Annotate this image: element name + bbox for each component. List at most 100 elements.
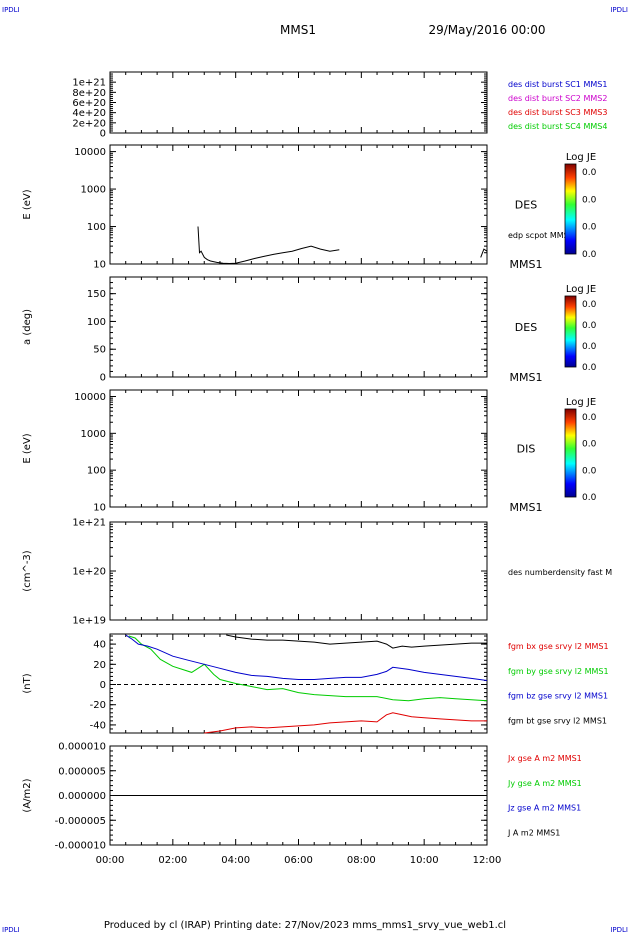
panel-1-colorbar-tick: 0.0 — [582, 195, 597, 205]
panel-0-y-tick-label: 2e+20 — [72, 118, 106, 129]
x-axis-tick-label: 06:00 — [284, 855, 313, 866]
panel-3-y-tick-label: 1000 — [81, 429, 106, 440]
panel-0-y-tick-label: 1e+21 — [72, 78, 106, 89]
panel-6-y-axis-label: (A/m2) — [22, 778, 33, 812]
panel-5-series-3-line — [226, 634, 487, 649]
panel-4-legend-entry: des numberdensity fast M — [508, 568, 612, 577]
panel-3-y-tick-label: 100 — [87, 466, 106, 477]
panel-2-y-tick-label: 100 — [87, 317, 106, 328]
panel-1-spacecraft-label: MMS1 — [510, 258, 543, 271]
panel-3-colorbar-tick: 0.0 — [582, 440, 597, 450]
panel-5-y-tick-label: 20 — [93, 660, 106, 671]
panel-6-y-tick-label: 0.000000 — [58, 791, 106, 802]
panel-5-legend-entry: fgm by gse srvy l2 MMS1 — [508, 667, 609, 676]
panel-2-side-label: DES — [515, 321, 537, 334]
panel-6-legend-entry: Jx gse A m2 MMS1 — [507, 754, 582, 763]
panel-5-series-2-line — [125, 634, 488, 681]
panel-1-y-tick-label: 10 — [93, 260, 106, 271]
panel-1-legend-entry: edp scpot MMS1 — [508, 231, 574, 240]
panel-1-colorbar-tick: 0.0 — [582, 168, 597, 178]
panel-1-frame — [109, 144, 488, 265]
panel-5-series-0-line — [204, 712, 487, 734]
panel-1-colorbar-title: Log JE — [566, 152, 596, 163]
x-axis-tick-label: 04:00 — [221, 855, 250, 866]
panel-3-colorbar-tick: 0.0 — [582, 466, 597, 476]
panel-6-y-tick-label: -0.000005 — [55, 816, 106, 827]
panel-3-colorbar-title: Log JE — [566, 397, 596, 408]
panel-1-colorbar-tick: 0.0 — [582, 250, 597, 260]
panel-2-frame — [109, 276, 488, 378]
panel-2-spacecraft-label: MMS1 — [510, 371, 543, 384]
x-axis-tick-label: 08:00 — [347, 855, 376, 866]
panel-2-y-tick-label: 150 — [87, 289, 106, 300]
panel-6-y-tick-label: 0.000010 — [58, 742, 106, 753]
x-axis-tick-label: 12:00 — [473, 855, 502, 866]
panel-0-legend-entry: des dist burst SC2 MMS2 — [508, 94, 607, 103]
panel-3-colorbar-tick: 0.0 — [582, 413, 597, 423]
footer-text: Produced by cl (IRAP) Printing date: 27/… — [104, 920, 506, 931]
panel-3-colorbar-tick: 0.0 — [582, 493, 597, 503]
panel-3-y-tick-label: 10000 — [74, 392, 106, 403]
panel-1-y-tick-label: 100 — [87, 222, 106, 233]
panel-0-y-tick-label: 0 — [100, 129, 106, 140]
panel-2-colorbar-tick: 0.0 — [582, 363, 597, 373]
panel-1-y-tick-label: 1000 — [81, 185, 106, 196]
header-date: 29/May/2016 00:00 — [428, 23, 545, 37]
panel-5-y-tick-label: 0 — [100, 680, 106, 691]
corner-label-bottom-right: IPDLI — [610, 926, 628, 934]
panel-2-y-tick-label: 50 — [93, 345, 106, 356]
panel-6-legend-entry: J A m2 MMS1 — [507, 828, 560, 837]
panel-2-colorbar — [564, 295, 577, 368]
panel-4-y-tick-label: 1e+20 — [72, 567, 106, 578]
panel-3-y-axis-label: E (eV) — [22, 433, 33, 463]
panel-3-frame — [109, 389, 488, 508]
panel-4-y-tick-label: 1e+21 — [72, 518, 106, 529]
panel-5-y-tick-label: 40 — [93, 640, 106, 651]
corner-label-top-left: IPDLI — [2, 6, 20, 14]
panel-1-colorbar — [564, 163, 577, 255]
panel-2-colorbar-tick: 0.0 — [582, 300, 597, 310]
panel-6-legend-entry: Jz gse A m2 MMS1 — [507, 804, 581, 813]
corner-label-top-right: IPDLI — [610, 6, 628, 14]
panel-4-y-axis-label: (cm^-3) — [22, 550, 33, 591]
panel-3-spacecraft-label: MMS1 — [510, 501, 543, 514]
header-spacecraft: MMS1 — [280, 23, 316, 37]
panel-3-y-tick-label: 10 — [93, 503, 106, 514]
panel-1-side-label: DES — [515, 199, 537, 212]
panel-0-legend-entry: des dist burst SC1 MMS1 — [508, 80, 607, 89]
panel-4-y-tick-label: 1e+19 — [72, 616, 106, 627]
x-axis-tick-label: 02:00 — [158, 855, 187, 866]
panel-3-side-label: DIS — [517, 443, 536, 456]
panel-2-colorbar-title: Log JE — [566, 284, 596, 295]
panel-5-series-1-line — [128, 635, 488, 702]
panel-2-y-tick-label: 0 — [100, 373, 106, 384]
panel-6-y-tick-label: 0.000005 — [58, 766, 106, 777]
panel-2-y-axis-label: a (deg) — [22, 309, 33, 345]
x-axis-tick-label: 00:00 — [96, 855, 125, 866]
panel-2-colorbar-tick: 0.0 — [582, 342, 597, 352]
panel-0-frame — [109, 71, 488, 134]
panel-4-frame — [109, 521, 488, 621]
panel-2-colorbar-tick: 0.0 — [582, 321, 597, 331]
panel-1-series-0-line — [197, 226, 340, 265]
panel-1-colorbar-tick: 0.0 — [582, 223, 597, 233]
panel-5-legend-entry: fgm bz gse srvy l2 MMS1 — [508, 692, 608, 701]
panel-1-y-tick-label: 10000 — [74, 147, 106, 158]
panel-0-y-tick-label: 8e+20 — [72, 88, 106, 99]
panel-3-colorbar — [564, 408, 577, 498]
panel-5-y-tick-label: -20 — [90, 700, 106, 711]
panel-6-y-tick-label: -0.000010 — [55, 841, 106, 852]
panel-5-legend-entry: fgm bx gse srvy l2 MMS1 — [508, 642, 609, 651]
panel-1-y-axis-label: E (eV) — [22, 189, 33, 219]
panel-6-legend-entry: Jy gse A m2 MMS1 — [507, 779, 582, 788]
panel-0-legend-entry: des dist burst SC3 MMS3 — [508, 108, 607, 117]
panel-5-y-axis-label: (nT) — [22, 673, 33, 693]
x-axis-tick-label: 10:00 — [410, 855, 439, 866]
panel-1-series-0-line — [480, 248, 488, 258]
corner-label-bottom-left: IPDLI — [2, 926, 20, 934]
panel-0-y-tick-label: 6e+20 — [72, 98, 106, 109]
panel-0-legend-entry: des dist burst SC4 MMS4 — [508, 122, 607, 131]
panel-0-y-tick-label: 4e+20 — [72, 108, 106, 119]
panel-5-y-tick-label: -40 — [90, 720, 106, 731]
